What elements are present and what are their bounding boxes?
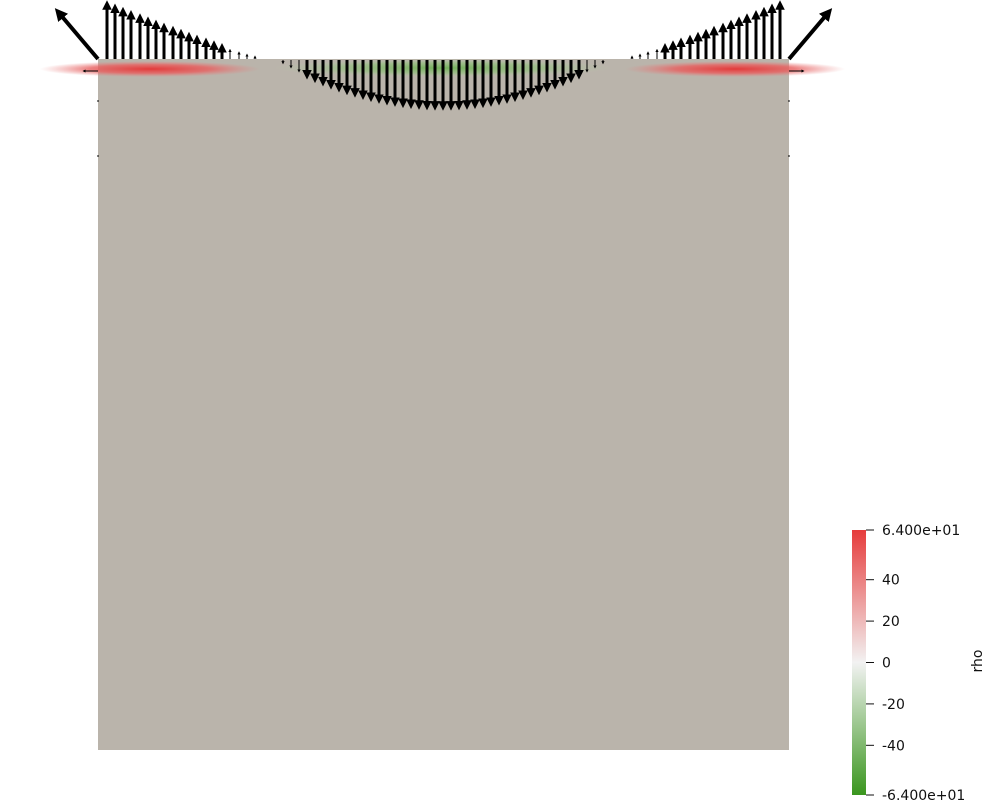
colorbar-tick-label: -40 [882, 738, 905, 754]
colorbar-ticks: 6.400e+01 40 20 0 -20 -40 -6.400e+01 [866, 523, 965, 804]
colorbar: 6.400e+01 40 20 0 -20 -40 -6.400e+01 rho [852, 523, 986, 804]
colorbar-tick-label: 40 [882, 573, 900, 589]
colorbar-title: rho [970, 650, 986, 673]
colorbar-gradient [852, 530, 866, 795]
velocity-arrow [54, 8, 100, 61]
colorbar-tick-label: 6.400e+01 [882, 523, 960, 539]
velocity-arrows [54, 0, 833, 157]
velocity-arrow [787, 8, 833, 61]
positive-density-right [625, 61, 845, 77]
colorbar-tick-label: 20 [882, 614, 900, 630]
colorbar-tick-label: -6.400e+01 [882, 788, 965, 804]
colorbar-tick-label: -20 [882, 697, 905, 713]
positive-density-left [40, 61, 260, 77]
colorbar-tick-label: 0 [882, 656, 891, 672]
simulation-domain [98, 59, 789, 750]
